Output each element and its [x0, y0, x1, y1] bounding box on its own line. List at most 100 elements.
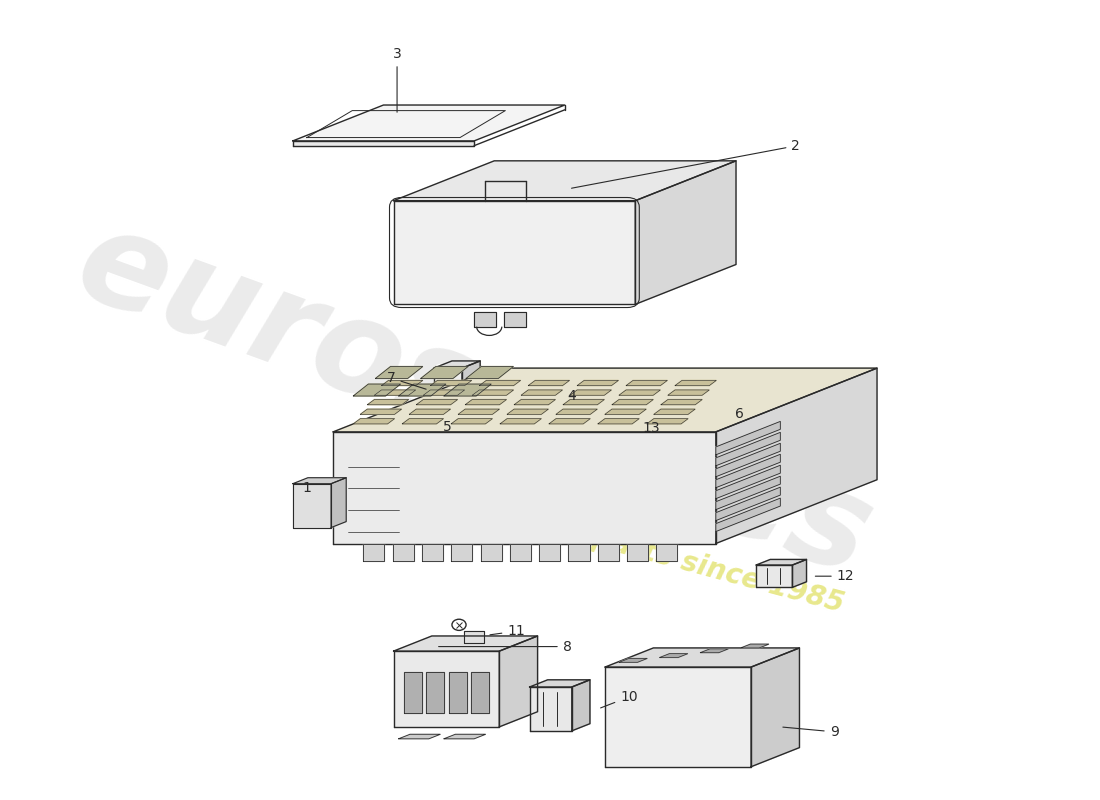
- Polygon shape: [569, 543, 590, 561]
- Polygon shape: [701, 649, 728, 653]
- Polygon shape: [462, 361, 481, 412]
- Polygon shape: [605, 409, 646, 414]
- Text: 8: 8: [439, 639, 572, 654]
- Polygon shape: [612, 399, 653, 405]
- Polygon shape: [600, 417, 632, 421]
- Polygon shape: [367, 399, 408, 405]
- Polygon shape: [549, 418, 591, 424]
- Polygon shape: [444, 384, 492, 396]
- Polygon shape: [353, 384, 400, 396]
- Polygon shape: [481, 543, 502, 561]
- Text: 12: 12: [815, 569, 855, 583]
- Polygon shape: [409, 409, 451, 414]
- Polygon shape: [458, 409, 499, 414]
- Polygon shape: [657, 543, 678, 561]
- Text: 2: 2: [572, 139, 800, 188]
- Polygon shape: [433, 368, 462, 412]
- Polygon shape: [430, 380, 472, 386]
- Polygon shape: [507, 409, 549, 414]
- Polygon shape: [514, 399, 556, 405]
- Text: 4: 4: [568, 389, 576, 403]
- Polygon shape: [570, 390, 612, 395]
- Polygon shape: [465, 399, 506, 405]
- Polygon shape: [333, 368, 877, 432]
- Polygon shape: [653, 409, 695, 414]
- Polygon shape: [716, 466, 780, 498]
- Text: 5: 5: [443, 420, 452, 434]
- Polygon shape: [605, 667, 751, 766]
- Text: 6: 6: [735, 407, 744, 422]
- Polygon shape: [374, 390, 416, 395]
- Polygon shape: [751, 648, 800, 766]
- Polygon shape: [464, 410, 503, 444]
- Polygon shape: [480, 380, 520, 386]
- Polygon shape: [451, 418, 493, 424]
- Polygon shape: [293, 484, 331, 527]
- Polygon shape: [449, 671, 468, 714]
- Polygon shape: [660, 654, 688, 658]
- Text: 9: 9: [783, 725, 838, 739]
- Polygon shape: [474, 312, 496, 326]
- Polygon shape: [668, 390, 710, 395]
- Polygon shape: [543, 432, 556, 444]
- Polygon shape: [716, 368, 877, 543]
- Polygon shape: [529, 680, 590, 687]
- Polygon shape: [472, 390, 514, 395]
- Polygon shape: [695, 415, 723, 419]
- Polygon shape: [556, 409, 597, 414]
- Polygon shape: [792, 559, 806, 587]
- Polygon shape: [597, 543, 619, 561]
- Polygon shape: [394, 636, 538, 651]
- Polygon shape: [578, 380, 618, 386]
- Polygon shape: [393, 543, 414, 561]
- Polygon shape: [623, 417, 632, 448]
- Polygon shape: [540, 393, 560, 407]
- Text: 10: 10: [601, 690, 638, 708]
- Polygon shape: [499, 636, 538, 727]
- Polygon shape: [661, 399, 702, 405]
- Polygon shape: [716, 454, 780, 488]
- Polygon shape: [619, 390, 660, 395]
- Polygon shape: [424, 390, 464, 395]
- Polygon shape: [636, 161, 736, 304]
- Polygon shape: [293, 478, 346, 484]
- Polygon shape: [333, 432, 716, 543]
- Polygon shape: [716, 476, 780, 510]
- Polygon shape: [471, 671, 490, 714]
- Polygon shape: [529, 687, 572, 731]
- Polygon shape: [756, 559, 806, 565]
- Polygon shape: [572, 680, 590, 731]
- Polygon shape: [420, 366, 469, 378]
- Polygon shape: [363, 543, 384, 561]
- Polygon shape: [626, 380, 668, 386]
- Polygon shape: [382, 380, 422, 386]
- Polygon shape: [716, 498, 780, 531]
- Polygon shape: [394, 651, 499, 727]
- Text: eurospares: eurospares: [60, 198, 888, 602]
- Polygon shape: [361, 409, 402, 414]
- Polygon shape: [509, 543, 531, 561]
- Polygon shape: [716, 487, 780, 521]
- Polygon shape: [504, 312, 527, 326]
- Polygon shape: [404, 671, 421, 714]
- Polygon shape: [619, 658, 647, 662]
- Polygon shape: [403, 418, 443, 424]
- Polygon shape: [756, 565, 792, 587]
- Polygon shape: [627, 543, 648, 561]
- Polygon shape: [647, 418, 689, 424]
- Polygon shape: [716, 432, 780, 466]
- Polygon shape: [394, 161, 736, 201]
- Polygon shape: [675, 380, 716, 386]
- Polygon shape: [500, 418, 541, 424]
- Polygon shape: [600, 421, 623, 448]
- Polygon shape: [521, 390, 562, 395]
- Text: 11: 11: [490, 624, 525, 638]
- Polygon shape: [716, 443, 780, 477]
- Polygon shape: [422, 543, 443, 561]
- Polygon shape: [539, 543, 560, 561]
- Polygon shape: [331, 478, 346, 527]
- Polygon shape: [426, 671, 444, 714]
- Polygon shape: [353, 418, 395, 424]
- Polygon shape: [714, 415, 723, 442]
- Polygon shape: [398, 734, 440, 739]
